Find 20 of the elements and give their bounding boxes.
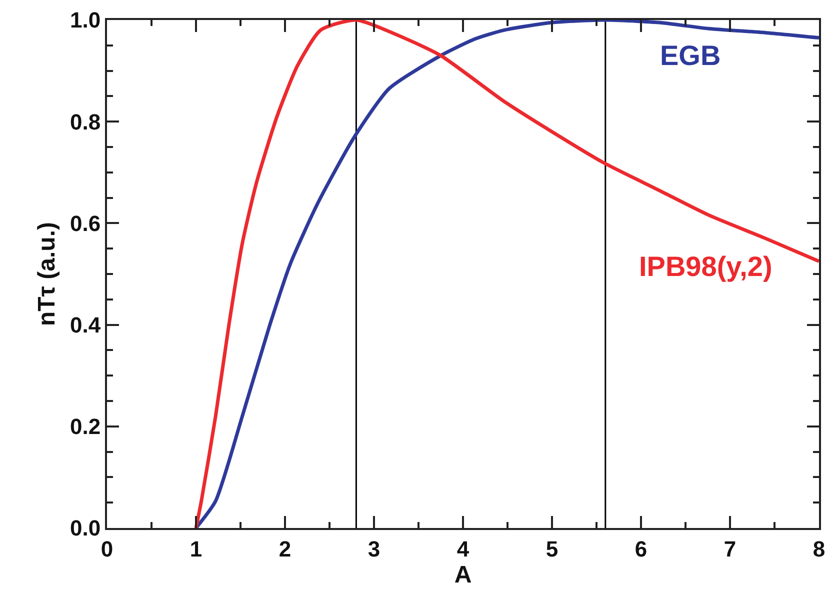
y-tick-label: 0.8	[70, 109, 101, 134]
x-axis-title: A	[454, 561, 472, 588]
x-tick-label: 5	[546, 536, 558, 562]
y-tick-label: 0.0	[70, 516, 101, 541]
y-tick-label: 0.4	[70, 312, 102, 338]
x-tick-label: 8	[812, 536, 826, 562]
y-axis-title: nTτ (a.u.)	[34, 222, 61, 326]
x-tick-label: 1	[190, 536, 202, 562]
x-tick-label: 2	[278, 536, 292, 562]
line-series	[194, 20, 819, 528]
y-tick-label: 1.0	[70, 8, 101, 33]
x-tick-label: 6	[634, 536, 648, 562]
series-label: EGB	[660, 40, 721, 71]
y-tick-label: 0.6	[70, 210, 101, 236]
x-tick-label: 3	[368, 536, 380, 562]
x-tick-label: 7	[724, 536, 736, 562]
y-tick-label: 0.2	[70, 414, 101, 440]
series-label: IPB98(y,2)	[639, 251, 772, 282]
x-tick-label: 4	[456, 536, 470, 562]
x-tick-label: 0	[100, 536, 114, 562]
